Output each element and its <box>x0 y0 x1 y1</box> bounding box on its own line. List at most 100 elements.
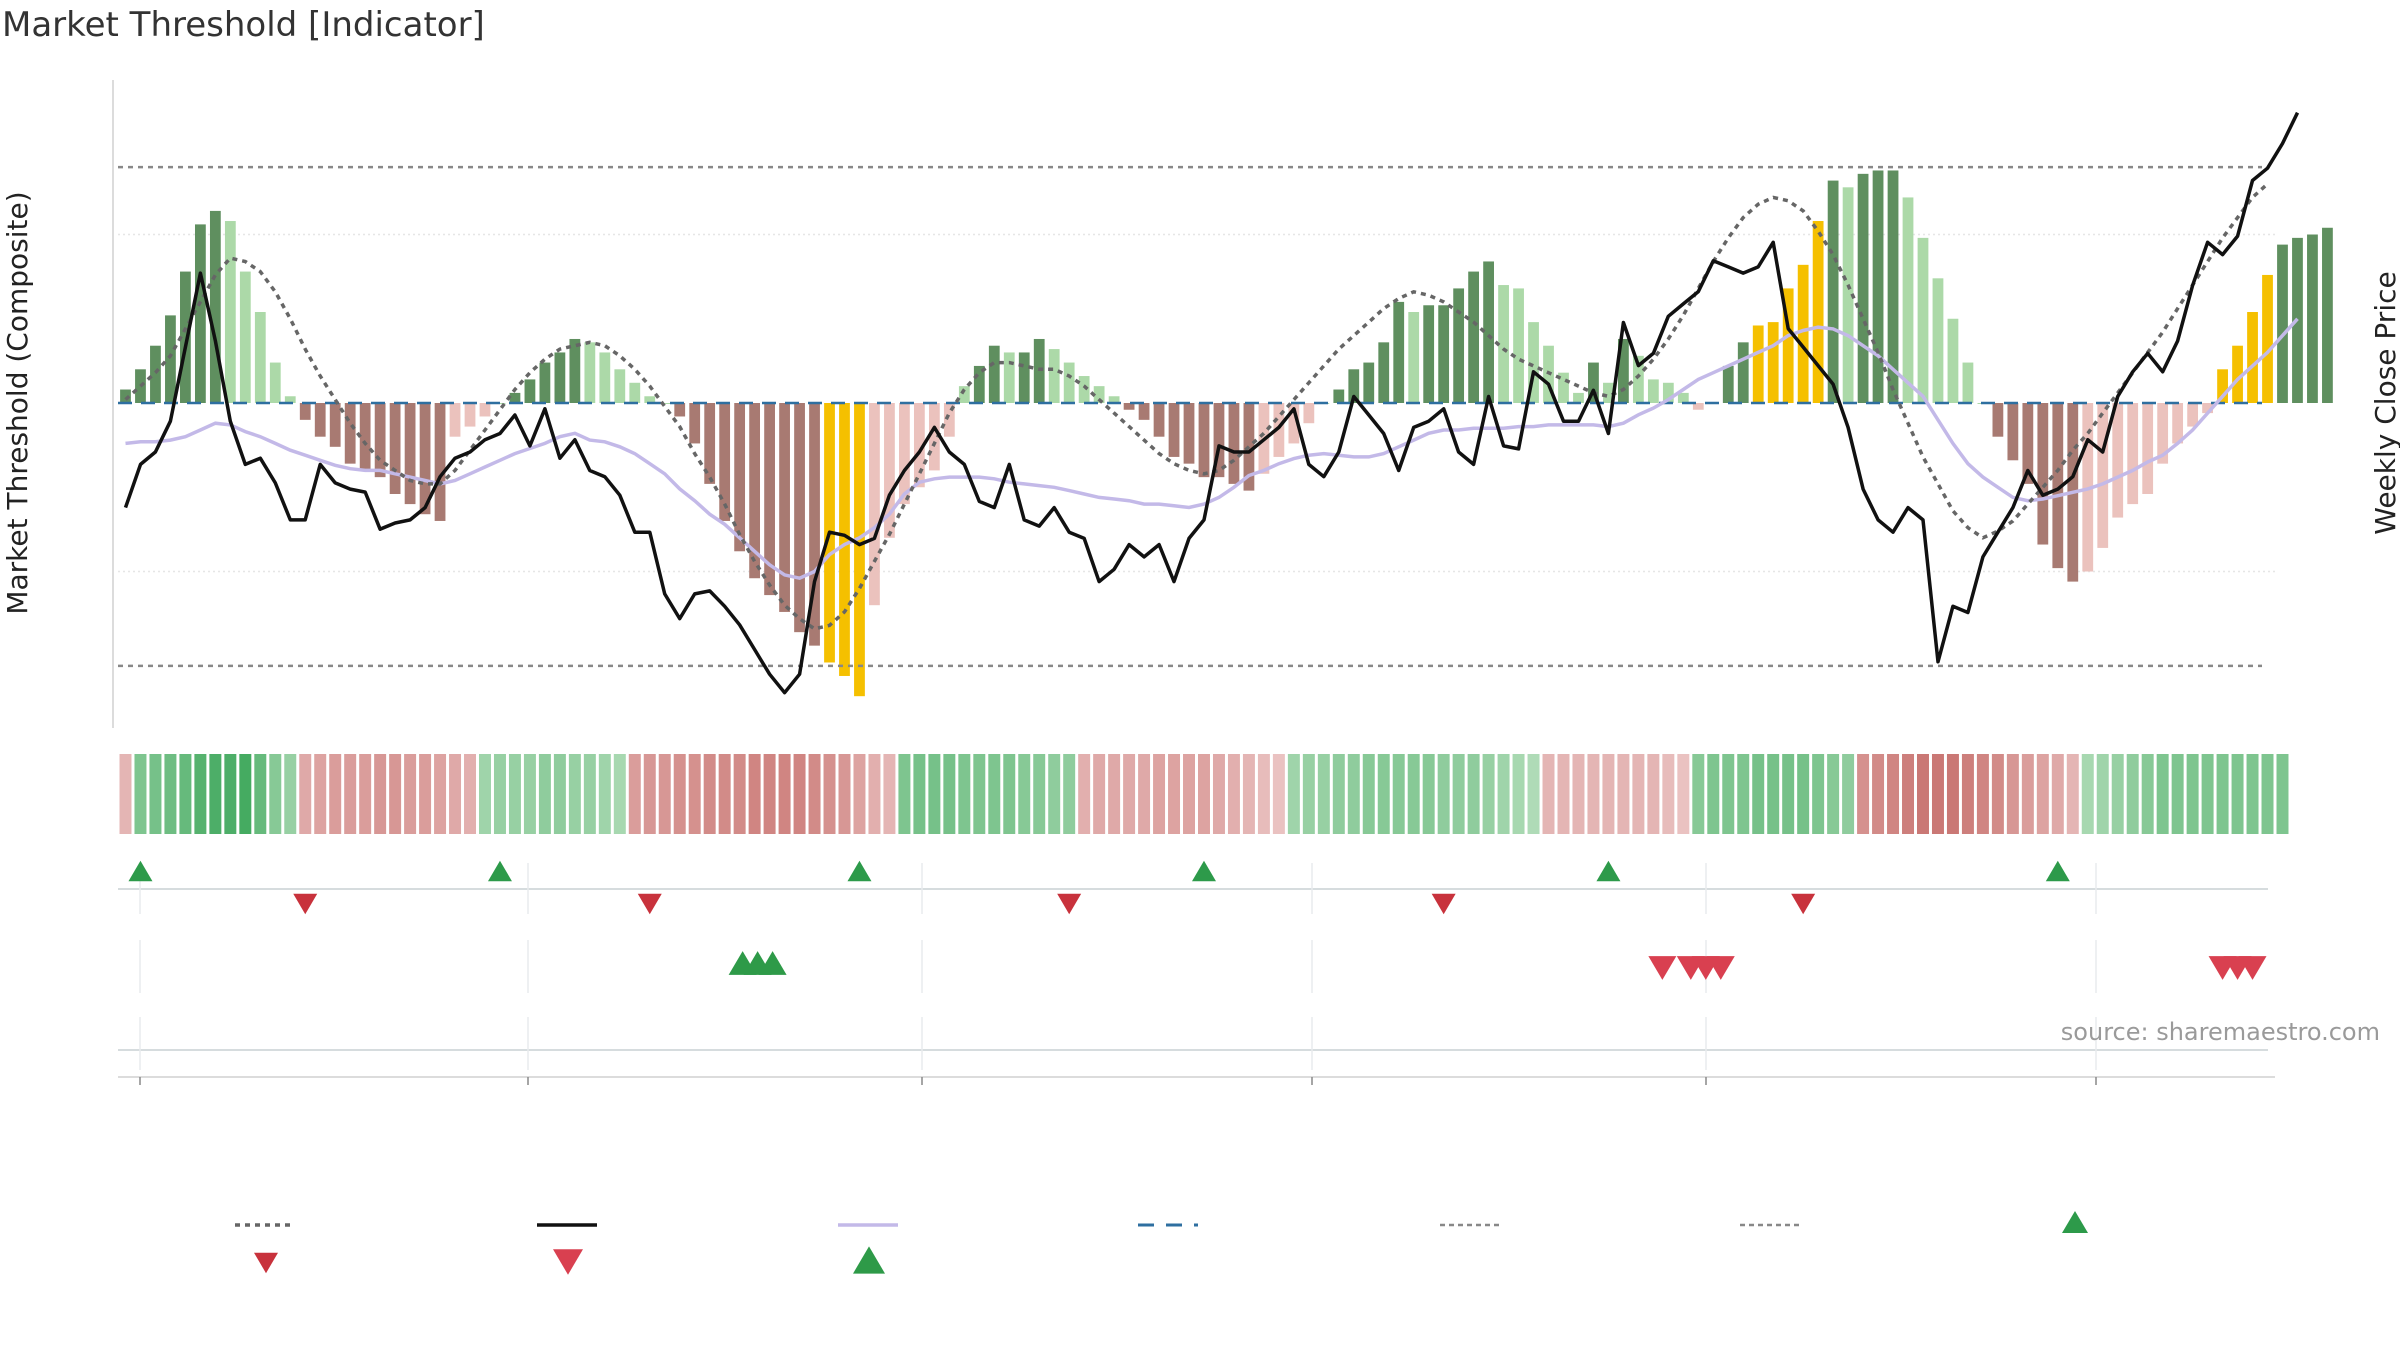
composite-bar <box>224 221 236 403</box>
ribbon-cell <box>478 754 491 834</box>
composite-bar <box>1228 403 1240 484</box>
composite-bar <box>854 403 865 697</box>
ribbon-cell <box>493 754 506 834</box>
ribbon-cell <box>419 754 432 834</box>
ribbon-cell <box>1857 754 1870 834</box>
ribbon-cell <box>329 754 342 834</box>
signal-markers <box>118 860 2268 1070</box>
composite-bar <box>913 403 925 488</box>
composite-bar <box>479 403 491 417</box>
ribbon-cell <box>988 754 1001 834</box>
ribbon-cell <box>1677 754 1690 834</box>
ribbon-cell <box>119 754 132 834</box>
composite-bar <box>1827 180 1839 403</box>
ribbon-cell <box>1931 754 1944 834</box>
composite-bar <box>2217 369 2228 403</box>
ribbon-flip-down-marker <box>1431 893 1456 915</box>
ribbon-cell <box>2051 754 2064 834</box>
ribbon-cell <box>179 754 192 834</box>
ribbon-cell <box>643 754 656 834</box>
composite-bar <box>1618 338 1629 403</box>
composite-bar <box>1647 379 1659 403</box>
ribbon-cell <box>1497 754 1510 834</box>
ribbon-cell <box>853 754 866 834</box>
ribbon-cell <box>2006 754 2019 834</box>
composite-bar <box>1558 372 1569 403</box>
composite-bar <box>1153 403 1165 437</box>
composite-bar <box>1393 301 1405 403</box>
composite-bar <box>239 271 251 403</box>
composite-bar <box>1797 264 1809 403</box>
composite-bar <box>2112 403 2124 518</box>
composite-bar <box>1198 403 1210 478</box>
series-lines <box>123 111 2300 695</box>
composite-bar <box>254 312 266 403</box>
composite-bar <box>943 403 955 437</box>
ribbon-cell <box>1842 754 1855 834</box>
ribbon-cell <box>1227 754 1240 834</box>
composite-bar <box>1048 349 1060 403</box>
ribbon-cell <box>2231 754 2244 834</box>
composite-bar <box>1483 261 1494 403</box>
composite-bar <box>764 403 775 596</box>
ribbon-cell <box>748 754 761 834</box>
ribbon-cell <box>209 754 222 834</box>
ribbon-cell <box>1018 754 1031 834</box>
composite-bar <box>839 403 850 676</box>
composite-bar <box>1603 382 1614 403</box>
composite-bar <box>389 403 401 494</box>
ribbon-cell <box>628 754 641 834</box>
composite-bar <box>539 362 551 403</box>
composite-bar <box>1962 362 1974 403</box>
composite-bar <box>1123 403 1135 410</box>
ribbon-cell <box>1752 754 1765 834</box>
composite-bar <box>928 403 940 471</box>
ribbon-cell <box>2276 754 2289 834</box>
composite-bar <box>689 403 701 444</box>
right-axis-label: Weekly Close Price <box>2369 271 2400 534</box>
ribbon-cell <box>1407 754 1420 834</box>
ribbon-cell <box>688 754 701 834</box>
ribbon-cell <box>1362 754 1375 834</box>
composite-bar <box>1573 392 1584 403</box>
ribbon-cell <box>434 754 447 834</box>
ribbon-flip-down-marker <box>293 893 318 915</box>
chart-title: Market Threshold [Indicator] <box>2 5 485 45</box>
composite-bar <box>1003 352 1015 403</box>
composite-bar <box>719 403 731 521</box>
ribbon-cell <box>2036 754 2049 834</box>
ribbon-cell <box>2246 754 2259 834</box>
ribbon-cell <box>598 754 611 834</box>
ribbon-cell <box>568 754 581 834</box>
ribbon-cell <box>2201 754 2214 834</box>
ribbon-flip-down-marker <box>637 893 662 915</box>
sell-signal-marker <box>1706 956 1735 980</box>
ribbon-cell <box>1767 754 1780 834</box>
ribbon-cell <box>718 754 731 834</box>
legend-swatch-flip-up <box>2062 1210 2088 1234</box>
ribbon-cell <box>134 754 147 834</box>
ribbon-cell <box>868 754 881 834</box>
ribbon-cell <box>1347 754 1360 834</box>
left-axis-label: Market Threshold (Composite) <box>1 191 34 614</box>
ribbon-cell <box>1168 754 1181 834</box>
ribbon-cell <box>2171 754 2184 834</box>
composite-bar <box>1917 237 1929 403</box>
composite-bar <box>1632 355 1644 403</box>
ribbon-cell <box>2081 754 2094 834</box>
ribbon-cell <box>2111 754 2124 834</box>
ribbon-cell <box>1467 754 1480 834</box>
ribbon-cell <box>958 754 971 834</box>
composite-bar <box>2052 403 2064 569</box>
composite-bars <box>120 170 2333 697</box>
composite-bar <box>899 403 910 505</box>
ribbon-cell <box>389 754 402 834</box>
composite-bar <box>1782 288 1794 403</box>
ribbon-cell <box>2156 754 2169 834</box>
composite-bar <box>209 210 221 403</box>
composite-bar <box>2007 403 2019 461</box>
composite-bar <box>2322 227 2333 403</box>
ribbon-cell <box>1707 754 1720 834</box>
composite-bar <box>1168 403 1180 457</box>
